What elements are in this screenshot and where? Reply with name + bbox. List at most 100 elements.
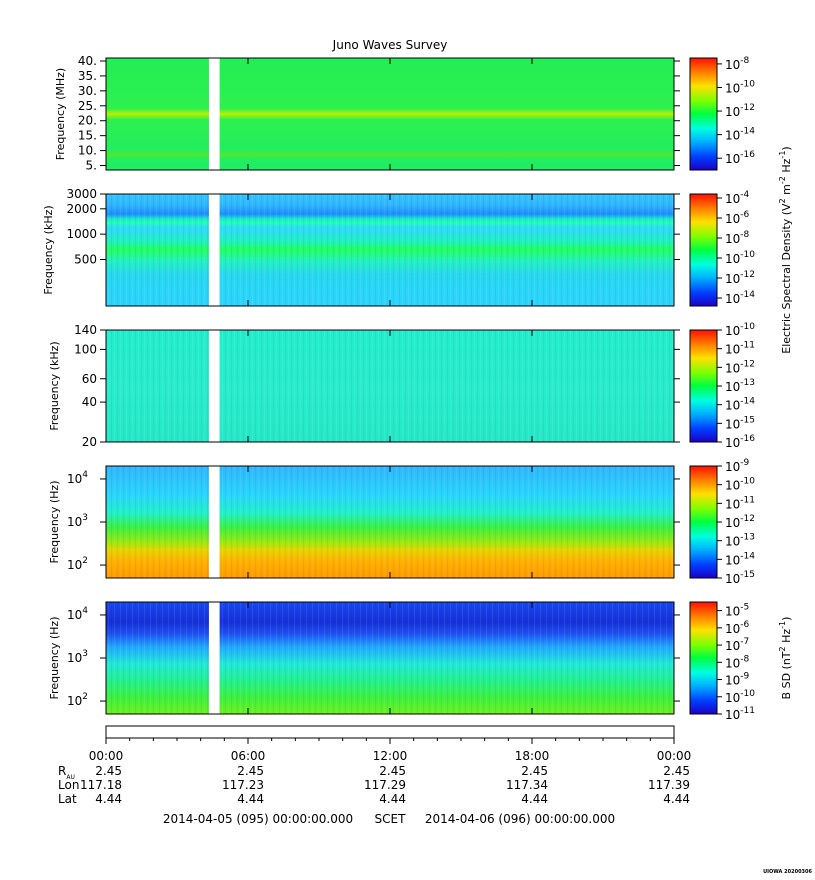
data-gap-3 <box>208 330 220 442</box>
cb-title-part-3: -2 <box>778 176 787 184</box>
cb-title-part-6: ) <box>780 146 793 150</box>
colorbar-tick-label: 10-10 <box>725 689 755 705</box>
colorbar-tick-label: 10-10 <box>725 322 755 338</box>
colorbar-tick-label: 10-14 <box>725 551 755 567</box>
bsd-title-part-4: ) <box>780 617 793 621</box>
x-tick-label: 18:00 <box>515 749 550 763</box>
y-tick-label: 103 <box>67 649 88 665</box>
colorbar-title-electric: Electric Spectral Density (V2 m-2 Hz-1) <box>778 146 793 353</box>
y-tick-label: 5. <box>86 159 97 173</box>
y-axis-label-5: Frequency (Hz) <box>48 617 61 700</box>
y-tick-label: 40. <box>78 54 97 68</box>
y-tick-label: 500 <box>74 252 97 266</box>
y-axis-label-4: Frequency (Hz) <box>48 481 61 564</box>
y-tick-label: 15. <box>78 129 97 143</box>
ephemeris-value: 4.44 <box>521 792 548 806</box>
y-axis-label-1: Frequency (MHz) <box>54 68 67 160</box>
colorbar-tick-label: 10-16 <box>725 150 755 166</box>
y-tick-label: 35. <box>78 69 97 83</box>
time-range-start: 2014-04-05 (095) 00:00:00.000 <box>163 812 353 826</box>
ephemeris-value: 2.45 <box>237 764 264 778</box>
y-ticks-4: 102 103 104 <box>67 470 680 572</box>
colorbar-ticks-2: 10-4 10-6 10-8 10-10 10-12 10-14 <box>717 190 755 306</box>
ephemeris-table: RAU 2.45 2.45 2.45 2.45 2.45 Lon 117.18 117.23 11… <box>58 764 690 806</box>
colorbar-tick-label: 10-4 <box>725 190 750 206</box>
ephemeris-value: 117.18 <box>80 778 122 792</box>
colorbar-tick-label: 10-13 <box>725 533 755 549</box>
x-tick-label: 12:00 <box>373 749 408 763</box>
cb-title-part-5: -1 <box>778 151 787 159</box>
colorbar-tick-label: 10-12 <box>725 103 755 119</box>
cb-title-part-2: m <box>780 184 793 198</box>
cb-title-part-4: Hz <box>780 158 793 176</box>
colorbar-tick-label: 10-15 <box>725 570 755 586</box>
colorbar-tick-label: 10-12 <box>725 359 755 375</box>
y-ticks-5: 102 103 104 <box>67 606 680 708</box>
chart-title: Juno Waves Survey <box>332 38 448 52</box>
ephemeris-value: 2.45 <box>95 764 122 778</box>
y-ticks-1: 5.10.15.20.25.30.35.40. <box>78 54 680 173</box>
bsd-title-part-3: -1 <box>778 621 787 629</box>
y-tick-label: 10. <box>78 144 97 158</box>
y-tick-label: 30. <box>78 84 97 98</box>
colorbar-tick-label: 10-8 <box>725 56 750 72</box>
y-tick-label: 20. <box>78 114 97 128</box>
ephemeris-value: 4.44 <box>663 792 690 806</box>
ephemeris-value: 117.29 <box>364 778 406 792</box>
noise-overlay-5 <box>106 602 674 714</box>
colorbar-1 <box>689 57 718 171</box>
colorbar-2 <box>689 193 718 307</box>
colorbar-tick-label: 10-6 <box>725 210 750 226</box>
cb-title-part-1: 2 <box>778 198 787 203</box>
noise-overlay-2 <box>106 194 674 306</box>
y-tick-label: 40 <box>82 395 97 409</box>
colorbar-tick-label: 10-9 <box>725 672 750 688</box>
colorbar-tick-label: 10-12 <box>725 270 755 286</box>
colorbar-tick-label: 10-8 <box>725 230 750 246</box>
y-tick-label: 103 <box>67 513 88 529</box>
colorbar-title-bsd: B SD (nT2 Hz-1) <box>778 617 793 700</box>
ephemeris-value: 2.45 <box>379 764 406 778</box>
y-tick-label: 60 <box>82 372 97 386</box>
ephemeris-value: 2.45 <box>521 764 548 778</box>
noise-overlay-4 <box>106 466 674 578</box>
colorbar-tick-label: 10-14 <box>725 290 755 306</box>
x-tick-label: 00:00 <box>89 749 124 763</box>
colorbar-ticks-3: 10-10 10-11 10-12 10-13 10-14 10-15 10-16 <box>717 322 755 450</box>
time-range-end: 2014-04-06 (096) 00:00:00.000 <box>425 812 615 826</box>
colorbar-tick-label: 10-5 <box>725 603 749 619</box>
y-tick-label: 104 <box>67 606 88 622</box>
colorbar-tick-label: 10-14 <box>725 127 755 143</box>
y-tick-label: 20 <box>82 435 97 449</box>
data-gap-2 <box>208 194 220 306</box>
y-tick-label: 100 <box>74 342 97 356</box>
noise-overlay-3 <box>106 330 674 442</box>
y-tick-label: 1000 <box>66 227 97 241</box>
panel-1: 5.10.15.20.25.30.35.40. Frequency (MHz) … <box>54 54 755 173</box>
ephemeris-label: RAU <box>58 764 75 781</box>
colorbar-tick-label: 10-8 <box>725 654 750 670</box>
x-ticks: 00:00 06:00 12:00 18:00 00:00 <box>89 58 691 763</box>
y-ticks-3: 20 40 60 100 140 <box>74 323 680 449</box>
y-tick-label: 104 <box>67 470 88 486</box>
ephemeris-value: 117.34 <box>506 778 548 792</box>
time-range-label: SCET <box>375 812 407 826</box>
y-tick-label: 3000 <box>66 187 97 201</box>
ephemeris-value: 117.23 <box>222 778 264 792</box>
colorbar-tick-label: 10-10 <box>725 79 755 95</box>
y-tick-label: 102 <box>67 692 88 708</box>
ephemeris-value: 4.44 <box>95 792 122 806</box>
y-tick-label: 25. <box>78 99 97 113</box>
data-gap-5 <box>208 602 220 714</box>
colorbar-tick-label: 10-13 <box>725 378 755 394</box>
y-axis-label-3: Frequency (kHz) <box>48 341 61 430</box>
y-tick-label: 140 <box>74 323 97 337</box>
colorbar-tick-label: 10-15 <box>725 415 755 431</box>
bsd-title-part-0: B SD (nT <box>780 651 793 699</box>
